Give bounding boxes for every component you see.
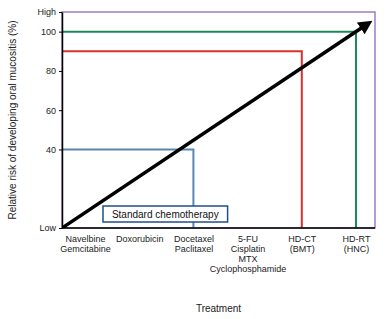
y-tick-mark xyxy=(59,32,62,33)
drop-line xyxy=(62,51,302,228)
x-tick: 5-FUCisplatinMTXCyclophosphamide xyxy=(210,228,287,274)
y-tick: Low xyxy=(39,223,62,233)
trend-arrow xyxy=(62,24,368,228)
y-tick-mark xyxy=(59,12,62,13)
chart: Low 40 60 80 100 High NavelbineGemcitabine Doxo… xyxy=(0,0,386,319)
x-tick-label-line: Cyclophosphamide xyxy=(210,264,287,274)
x-tick-label-line: HD-CT xyxy=(288,234,316,244)
y-tick: High xyxy=(37,7,62,17)
x-tick-label-line: Cisplatin xyxy=(231,244,266,254)
x-tick-label: NavelbineGemcitabine xyxy=(60,234,111,254)
y-tick-mark xyxy=(59,228,62,229)
annotation-box xyxy=(103,206,228,222)
x-tick-label-line: (BMT) xyxy=(290,244,315,254)
x-tick-label: 5-FUCisplatinMTXCyclophosphamide xyxy=(210,234,287,274)
x-axis-line xyxy=(62,227,375,229)
x-tick: NavelbineGemcitabine xyxy=(60,228,111,254)
y-tick: 40 xyxy=(46,145,62,155)
y-tick-mark xyxy=(59,71,62,72)
y-tick-label: 100 xyxy=(41,27,56,37)
x-tick: Doxorubicin xyxy=(116,228,164,244)
x-tick-label-line: (HNC) xyxy=(344,244,370,254)
y-tick-label: 80 xyxy=(46,66,56,76)
x-tick-label-line: Doxorubicin xyxy=(116,234,164,244)
x-tick-label-line: HD-RT xyxy=(343,234,371,244)
y-tick-label: Low xyxy=(39,223,56,233)
x-tick-label-line: Gemcitabine xyxy=(60,244,111,254)
x-axis-title: Treatment xyxy=(196,303,241,314)
y-tick-mark xyxy=(59,110,62,111)
plot-frame xyxy=(62,12,375,228)
x-tick: DocetaxelPaclitaxel xyxy=(174,228,214,254)
x-tick: HD-CT(BMT) xyxy=(288,228,316,254)
y-axis: Low 40 60 80 100 High xyxy=(37,7,62,233)
x-tick-label-line: Paclitaxel xyxy=(175,244,214,254)
y-tick: 100 xyxy=(41,27,62,37)
y-tick-mark xyxy=(59,149,62,150)
y-tick: 80 xyxy=(46,66,62,76)
x-tick-label-line: Docetaxel xyxy=(174,234,214,244)
marks xyxy=(62,24,368,228)
x-tick-label: Doxorubicin xyxy=(116,234,164,244)
y-tick-label: 40 xyxy=(46,145,56,155)
x-tick-label-line: Navelbine xyxy=(65,234,105,244)
annotation: Standard chemotherapy xyxy=(112,209,219,220)
y-tick: 60 xyxy=(46,106,62,116)
x-tick-label-line: MTX xyxy=(239,254,258,264)
x-tick: HD-RT(HNC) xyxy=(343,228,371,254)
y-axis-line xyxy=(62,13,64,229)
y-axis-title: Relative risk of developing oral mucosit… xyxy=(7,21,18,220)
x-tick-label-line: 5-FU xyxy=(238,234,258,244)
plot: Low 40 60 80 100 High NavelbineGemcitabine Doxo… xyxy=(37,7,375,274)
x-tick-label: DocetaxelPaclitaxel xyxy=(174,234,214,254)
x-tick-label: HD-CT(BMT) xyxy=(288,234,316,254)
y-tick-label: 60 xyxy=(46,106,56,116)
y-tick-label: High xyxy=(37,7,56,17)
x-tick-label: HD-RT(HNC) xyxy=(343,234,371,254)
x-axis: NavelbineGemcitabine Doxorubicin Docetaxel… xyxy=(60,228,375,274)
